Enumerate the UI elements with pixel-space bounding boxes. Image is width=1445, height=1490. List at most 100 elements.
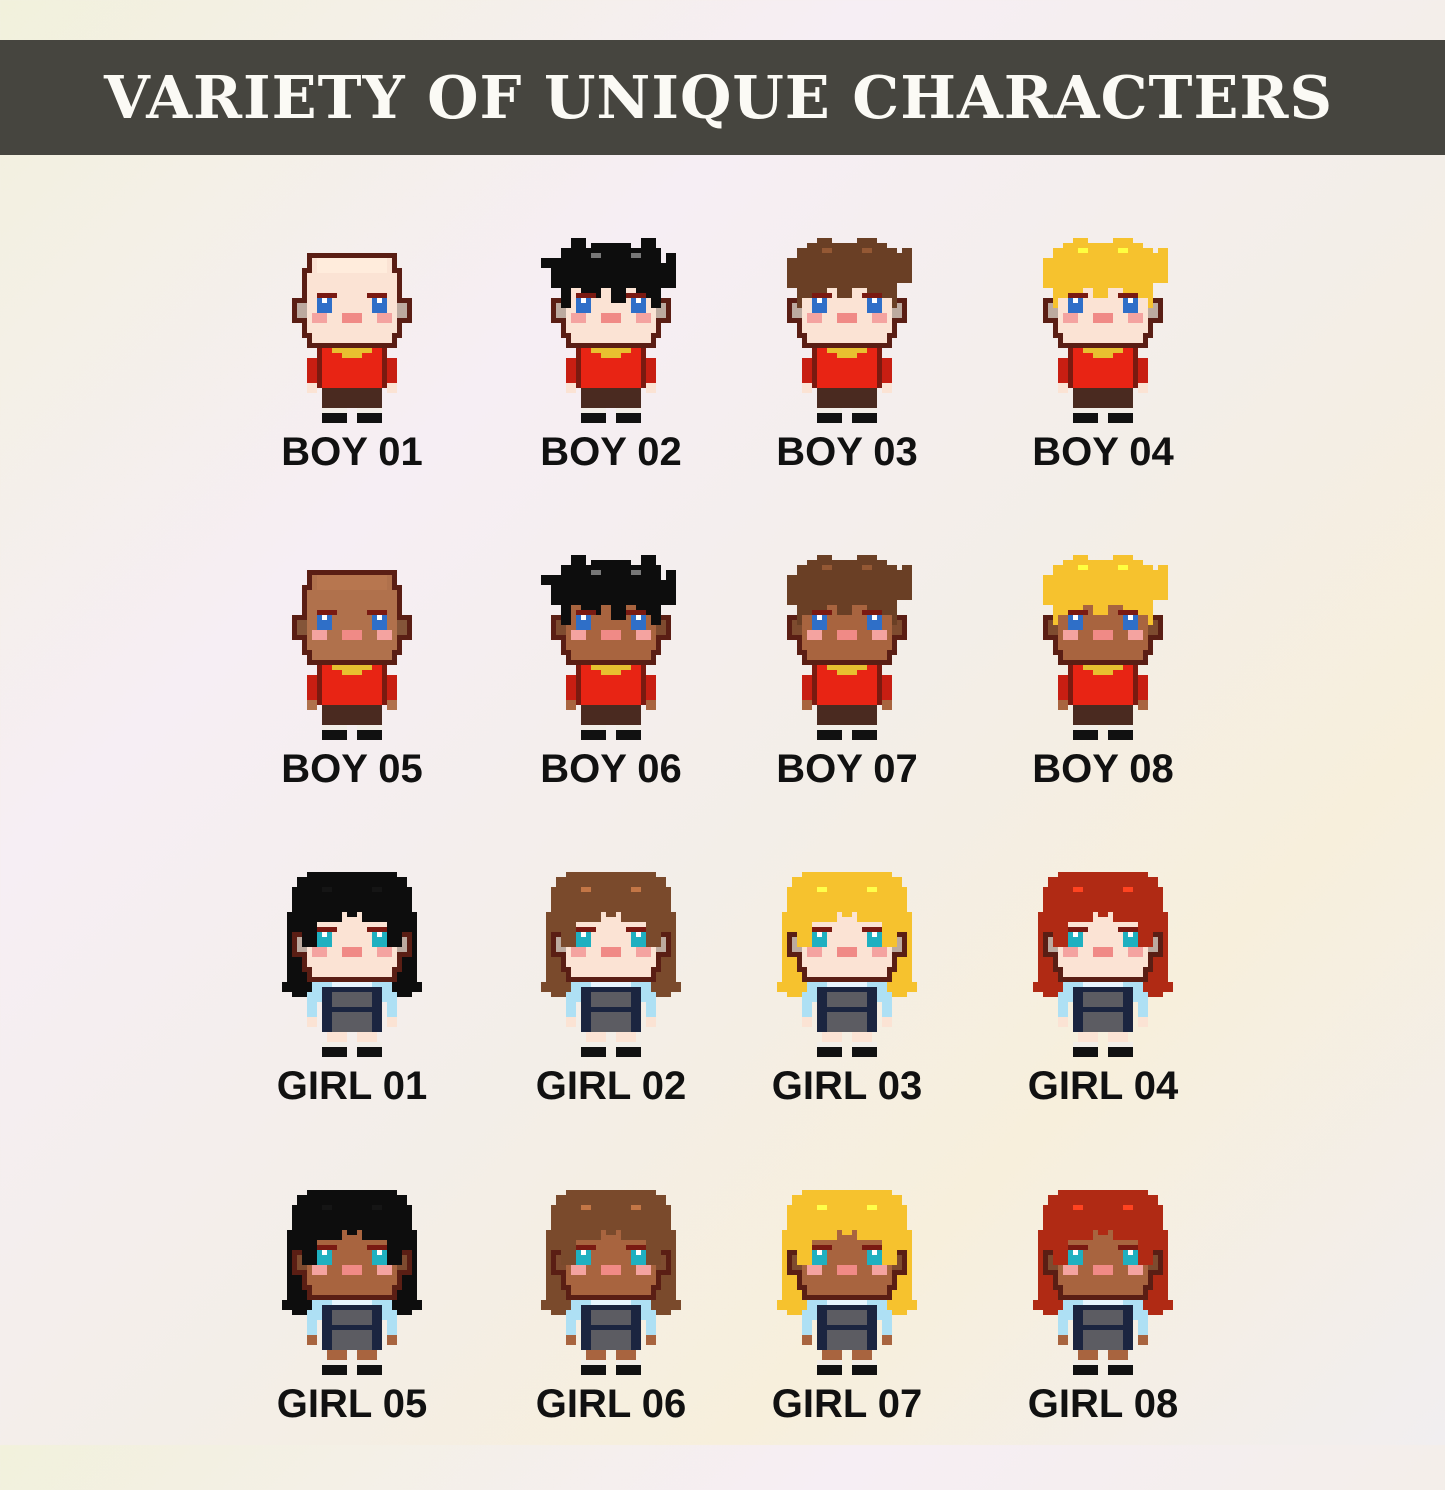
character-sprite [292, 570, 412, 740]
character-card: GIRL 02 [491, 872, 731, 1172]
character-card: GIRL 03 [727, 872, 967, 1172]
face [312, 1245, 392, 1275]
body [802, 982, 892, 1032]
shoes [1073, 1365, 1133, 1375]
body [566, 665, 656, 710]
shoes [817, 730, 877, 740]
character-sprite [777, 1190, 917, 1375]
character-sprite [787, 555, 912, 740]
face [807, 610, 887, 640]
shoes [581, 730, 641, 740]
title-banner: VARIETY OF UNIQUE CHARACTERS [0, 40, 1445, 155]
hair [1053, 882, 1153, 947]
character-sprite [282, 1190, 422, 1375]
face [807, 293, 887, 323]
character-label: BOY 03 [776, 430, 918, 474]
hair [797, 882, 897, 947]
legs [817, 1350, 877, 1365]
character-label: GIRL 02 [535, 1064, 687, 1108]
legs [817, 388, 877, 413]
shoes [1073, 413, 1133, 423]
face [571, 927, 651, 957]
hair [1043, 238, 1168, 308]
character-card: GIRL 07 [727, 1190, 967, 1490]
character-card: BOY 02 [491, 238, 731, 538]
character-sprite [1033, 872, 1173, 1057]
character-card: BOY 07 [727, 555, 967, 855]
page-title: VARIETY OF UNIQUE CHARACTERS [104, 63, 1334, 132]
hair [1053, 1200, 1153, 1265]
character-label: BOY 04 [1032, 430, 1174, 474]
face [1063, 610, 1143, 640]
shoes [817, 413, 877, 423]
character-label: GIRL 07 [771, 1382, 923, 1426]
legs [817, 1032, 877, 1047]
character-sprite [541, 555, 676, 740]
face [571, 610, 651, 640]
character-label: BOY 06 [540, 747, 682, 791]
shoes [322, 730, 382, 740]
shoes [581, 1365, 641, 1375]
body [307, 665, 397, 710]
body [566, 1300, 656, 1350]
face [312, 610, 392, 640]
character-sprite [282, 872, 422, 1057]
legs [817, 705, 877, 730]
shoes [322, 1047, 382, 1057]
character-sprite [787, 238, 912, 423]
body [307, 982, 397, 1032]
face [571, 293, 651, 323]
body [802, 665, 892, 710]
character-sprite [1043, 238, 1168, 423]
face [312, 293, 392, 323]
character-card: BOY 05 [232, 555, 472, 855]
hair [797, 1200, 897, 1265]
legs [1073, 1032, 1133, 1047]
hair [561, 882, 661, 947]
character-label: BOY 02 [540, 430, 682, 474]
legs [581, 1032, 641, 1047]
body [307, 1300, 397, 1350]
character-card: GIRL 04 [983, 872, 1223, 1172]
character-label: BOY 05 [281, 747, 423, 791]
legs [322, 388, 382, 413]
hair [317, 575, 387, 590]
character-sprite [541, 872, 681, 1057]
character-card: BOY 01 [232, 238, 472, 538]
face [807, 1245, 887, 1275]
hair [317, 258, 387, 273]
character-label: GIRL 04 [1027, 1064, 1179, 1108]
character-sprite [1033, 1190, 1173, 1375]
legs [322, 705, 382, 730]
hair [787, 555, 912, 625]
character-card: BOY 06 [491, 555, 731, 855]
face [1063, 293, 1143, 323]
body [802, 348, 892, 393]
character-card: BOY 03 [727, 238, 967, 538]
character-card: BOY 08 [983, 555, 1223, 855]
legs [1073, 705, 1133, 730]
face [807, 927, 887, 957]
character-card: GIRL 01 [232, 872, 472, 1172]
character-label: BOY 08 [1032, 747, 1174, 791]
character-label: GIRL 05 [276, 1382, 428, 1426]
character-card: GIRL 08 [983, 1190, 1223, 1490]
body [566, 348, 656, 393]
shoes [581, 413, 641, 423]
character-sprite [292, 253, 412, 423]
character-label: GIRL 06 [535, 1382, 687, 1426]
shoes [817, 1047, 877, 1057]
face [571, 1245, 651, 1275]
face [312, 927, 392, 957]
character-label: GIRL 03 [771, 1064, 923, 1108]
hair [787, 238, 912, 308]
character-label: BOY 07 [776, 747, 918, 791]
body [1058, 348, 1148, 393]
body [307, 348, 397, 393]
shoes [1073, 730, 1133, 740]
face [1063, 927, 1143, 957]
character-sprite [541, 238, 676, 423]
body [802, 1300, 892, 1350]
character-sprite [541, 1190, 681, 1375]
hair [302, 1200, 402, 1265]
